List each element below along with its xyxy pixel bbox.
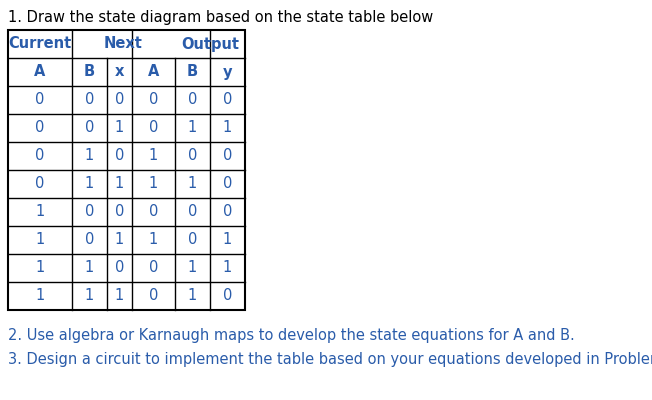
Text: 0: 0 [223,204,232,220]
Bar [8,30,245,310]
Text: 0: 0 [35,148,45,164]
Text: 0: 0 [223,176,232,192]
Text: 0: 0 [85,232,94,248]
Text: 0: 0 [115,148,124,164]
Text: 1: 1 [223,120,232,136]
Text: A: A [148,64,159,80]
Text: 0: 0 [149,288,158,304]
Text: 1: 1 [149,176,158,192]
Text: 1: 1 [85,288,94,304]
Text: B: B [84,64,95,80]
Text: 1: 1 [188,288,197,304]
Text: 0: 0 [149,204,158,220]
Text: A: A [35,64,46,80]
Text: 0: 0 [149,120,158,136]
Text: 1: 1 [115,288,124,304]
Text: B: B [187,64,198,80]
Text: Current: Current [8,36,72,52]
Text: 0: 0 [35,120,45,136]
Text: 1: 1 [85,260,94,276]
Text: x: x [115,64,124,80]
Text: 0: 0 [85,120,94,136]
Text: 0: 0 [223,148,232,164]
Text: 0: 0 [149,92,158,108]
Text: 1: 1 [149,148,158,164]
Text: Output: Output [181,36,239,52]
Text: 0: 0 [115,92,124,108]
Text: 0: 0 [85,92,94,108]
Text: 1: 1 [149,232,158,248]
Text: y: y [223,64,232,80]
Text: 1: 1 [188,120,197,136]
Text: 1: 1 [35,260,44,276]
Text: 0: 0 [188,232,197,248]
Text: 1: 1 [223,260,232,276]
Text: 2. Use algebra or Karnaugh maps to develop the state equations for A and B.: 2. Use algebra or Karnaugh maps to devel… [8,328,575,343]
Text: 3. Design a circuit to implement the table based on your equations developed in : 3. Design a circuit to implement the tab… [8,352,652,367]
Text: 0: 0 [223,288,232,304]
Text: 0: 0 [85,204,94,220]
Text: 0: 0 [115,260,124,276]
Text: 0: 0 [188,204,197,220]
Text: 0: 0 [188,148,197,164]
Text: 1: 1 [35,232,44,248]
Text: 1: 1 [85,176,94,192]
Text: 0: 0 [223,92,232,108]
Text: 1: 1 [35,204,44,220]
Text: Next: Next [104,36,143,52]
Text: 0: 0 [188,92,197,108]
Text: 0: 0 [35,92,45,108]
Text: 0: 0 [35,176,45,192]
Text: 1. Draw the state diagram based on the state table below: 1. Draw the state diagram based on the s… [8,10,433,25]
Text: 1: 1 [35,288,44,304]
Text: 1: 1 [85,148,94,164]
Text: 1: 1 [188,260,197,276]
Text: 1: 1 [115,120,124,136]
Text: 1: 1 [115,176,124,192]
Text: 1: 1 [188,176,197,192]
Text: 0: 0 [115,204,124,220]
Text: 1: 1 [115,232,124,248]
Text: 1: 1 [223,232,232,248]
Text: 0: 0 [149,260,158,276]
